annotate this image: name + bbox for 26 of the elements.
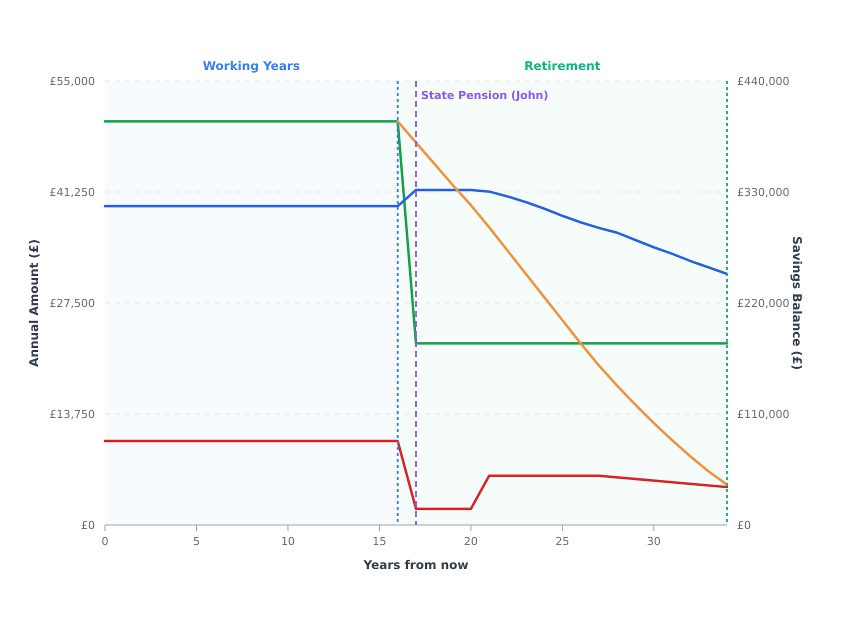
x-tick-label: 5 [192,535,200,548]
x-axis-title: Years from now [362,558,468,572]
line-series [396,120,728,486]
y2-tick-label: £440,000 [737,75,790,88]
y2-tick-label: £110,000 [737,408,790,421]
y2-tick-label: £0 [737,519,751,532]
x-tick-label: 0 [102,535,108,548]
x-tick-label: 10 [280,535,295,548]
y2-tick-label: £220,000 [737,297,790,310]
y-tick-label: £41,250 [50,186,95,199]
y-tick-label: £0 [81,519,95,532]
y-tick-label: £27,500 [50,297,95,310]
band-label: Retirement [524,59,601,73]
line-series [104,188,728,276]
y2-axis-title: Savings Balance (£) [790,236,804,370]
x-tick-label: 15 [372,535,386,548]
y-tick-label: £13,750 [50,408,95,421]
y-tick-label: £55,000 [50,75,95,88]
ref-line-label: State Pension (John) [421,89,548,102]
band-label: Working Years [202,59,300,73]
line-series [104,440,728,510]
x-tick-label: 20 [464,535,478,548]
x-tick-label: 30 [646,535,661,548]
x-tick-label: 25 [555,535,570,548]
y-axis-title: Annual Amount (£) [27,239,41,367]
y2-tick-label: £330,000 [737,186,790,199]
